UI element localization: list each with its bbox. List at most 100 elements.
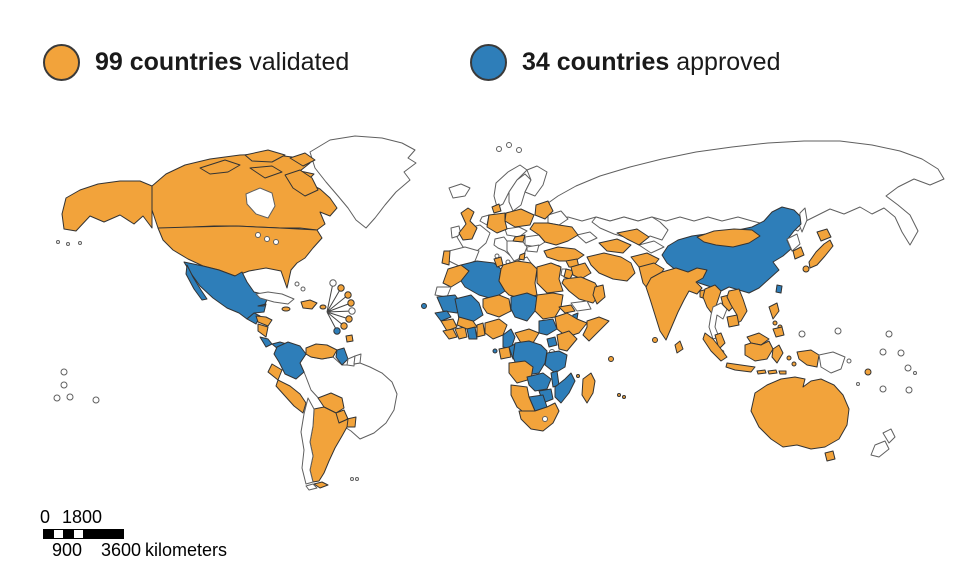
- hudson-bay: [245, 187, 276, 219]
- country-togo-benin: [476, 322, 486, 338]
- country-mongolia: [696, 228, 761, 248]
- country-costa-rica: [259, 336, 273, 348]
- region-asia: [645, 206, 852, 375]
- country-gabon: [498, 346, 512, 360]
- country-uzbekistan: [616, 228, 650, 246]
- country-honduras: [255, 315, 273, 327]
- country-ghana: [466, 326, 478, 340]
- country-nicaragua: [257, 323, 269, 338]
- scale-label-0: 0: [40, 507, 51, 527]
- arctic-islands: [199, 149, 319, 197]
- country-cape-verde: [421, 303, 427, 309]
- country-united-kingdom: [458, 207, 478, 241]
- country-oman: [592, 284, 606, 305]
- country-cameroon: [502, 328, 516, 350]
- country-chad: [510, 292, 538, 322]
- country-mozambique: [554, 372, 576, 404]
- country-hungary: [512, 234, 526, 243]
- country-central-african-republic: [514, 328, 540, 344]
- country-portugal: [441, 250, 451, 266]
- scale-lower-labels: 900 3600 kilometers: [43, 540, 283, 560]
- country-new-zealand: [870, 428, 896, 458]
- approved-count: 34 countries: [522, 48, 670, 76]
- country-poland: [504, 208, 535, 228]
- scale-upper-labels: 0 1800: [40, 507, 283, 527]
- country-south-africa: [518, 402, 560, 432]
- country-iceland: [448, 183, 471, 199]
- country-cambodia: [726, 314, 740, 328]
- country-central-europe: [504, 226, 528, 238]
- country-south-korea: [792, 246, 805, 260]
- scale-label-900: 900: [51, 540, 83, 560]
- country-somalia: [582, 316, 610, 342]
- country-albania: [518, 252, 526, 261]
- scale-label-1800: 1800: [61, 507, 103, 527]
- legend-item-validated: 99 countries validated: [43, 44, 349, 81]
- baja-california: [185, 264, 208, 301]
- country-greenland: [309, 135, 417, 229]
- country-ethiopia: [554, 312, 588, 338]
- country-usa: [157, 225, 323, 289]
- country-lesotho: [542, 416, 548, 422]
- country-sao-tome: [492, 348, 498, 354]
- validated-count: 99 countries: [95, 48, 243, 76]
- country-seychelles: [608, 356, 614, 362]
- country-belarus: [547, 210, 569, 226]
- region-south-america: [267, 341, 398, 491]
- country-turkey: [543, 246, 585, 262]
- country-papua-new-guinea: [818, 351, 852, 374]
- country-suriname: [346, 355, 356, 367]
- islands-svalbard: [496, 142, 522, 153]
- country-niger: [482, 294, 512, 318]
- country-turkmenistan: [598, 238, 632, 254]
- country-india: [645, 267, 708, 341]
- country-egypt: [536, 262, 564, 294]
- approved-word: approved: [676, 48, 781, 76]
- map-scale-bar: 0 1800 900 3600 kilometers: [40, 507, 283, 560]
- country-indonesia: [702, 332, 820, 375]
- island-tasmania: [824, 450, 836, 462]
- country-caucasus: [576, 231, 598, 244]
- country-yemen: [570, 300, 592, 312]
- pacific-island-markers-east: [798, 327, 917, 394]
- country-mali: [454, 294, 484, 324]
- country-jamaica: [281, 306, 291, 312]
- country-cote-divoire: [454, 326, 468, 340]
- country-baltics: [534, 200, 554, 220]
- country-maldives: [652, 337, 658, 343]
- country-germany: [486, 212, 508, 234]
- bahamas: [294, 281, 306, 292]
- pacific-island-markers-west: [53, 368, 100, 404]
- country-sri-lanka: [674, 340, 684, 354]
- falkland-islands: [350, 477, 359, 481]
- region-unshaded-countries: [309, 135, 945, 270]
- country-malaysia-borneo: [746, 332, 770, 346]
- country-sierra-leone-liberia: [442, 328, 458, 340]
- validated-word: validated: [249, 48, 350, 76]
- approved-swatch-icon: [470, 44, 507, 81]
- country-venezuela: [305, 343, 338, 360]
- country-alaska-usa: [61, 180, 153, 232]
- scale-label-3600: 3600: [100, 540, 142, 560]
- country-ukraine: [529, 222, 579, 246]
- country-australia: [750, 376, 850, 450]
- country-mexico: [183, 261, 269, 320]
- country-libya: [498, 260, 538, 300]
- country-philippines: [768, 302, 785, 338]
- country-tanzania: [544, 350, 568, 374]
- country-puerto-rico: [319, 304, 327, 310]
- country-french-guiana: [353, 353, 362, 365]
- scale-bar-graphic: [43, 529, 124, 539]
- country-denmark: [491, 203, 502, 214]
- country-chile: [300, 397, 315, 485]
- country-saudi-arabia: [561, 276, 602, 304]
- country-tajik-kyrgyz: [638, 240, 665, 254]
- country-zambia: [526, 372, 552, 392]
- great-lakes: [255, 232, 279, 245]
- country-ecuador: [267, 363, 283, 381]
- country-peru: [275, 379, 307, 414]
- country-romania: [524, 234, 546, 248]
- country-bulgaria: [526, 244, 540, 253]
- legend-validated-label: 99 countries validated: [95, 48, 349, 77]
- country-north-korea: [786, 233, 801, 252]
